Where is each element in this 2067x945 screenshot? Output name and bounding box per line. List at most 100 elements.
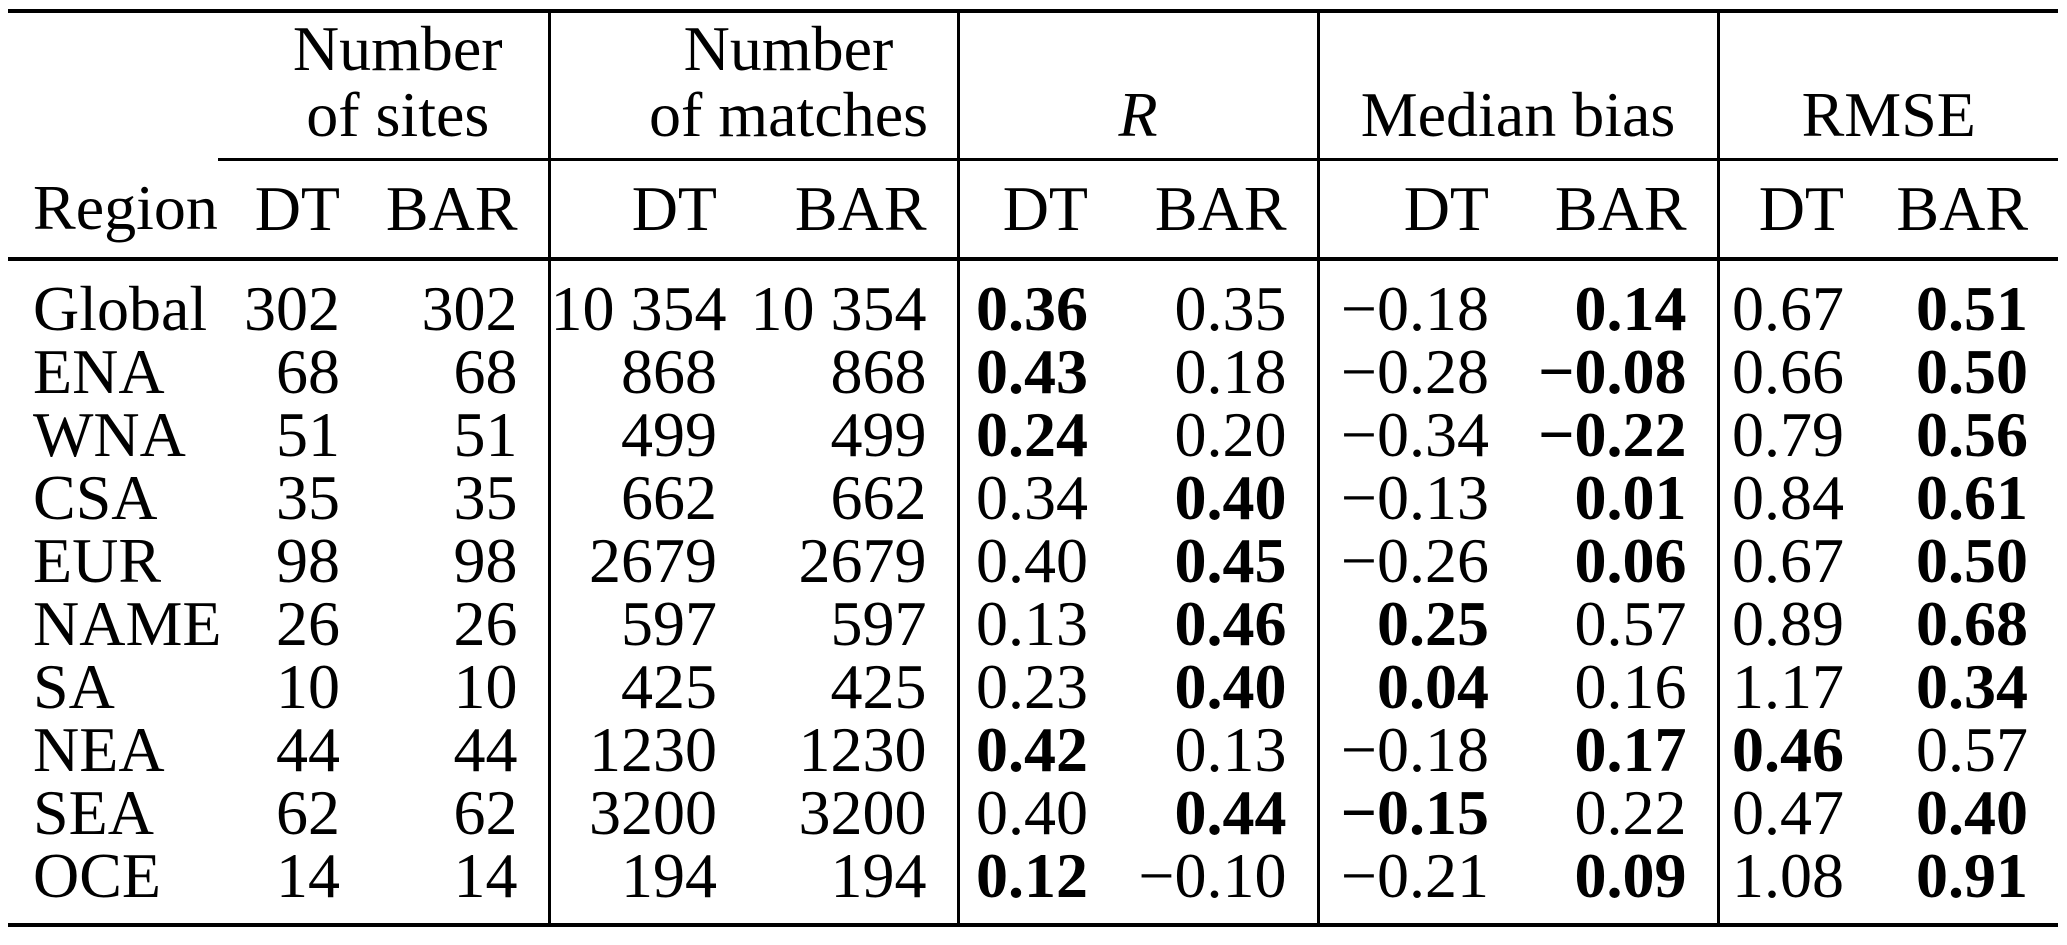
cell-bias-dt: −0.18 [1316, 259, 1519, 341]
table-row-sa: SA 10 10 425 425 0.23 0.40 0.04 0.16 1.17 0.34 [8, 651, 2058, 722]
cell-sites-dt: 62 [276, 777, 340, 848]
col-group-number-of-matches: Number of matches [547, 11, 958, 161]
cell-matches-dt: 597 [547, 592, 747, 656]
col-header-sites-dt: DT [218, 159, 370, 261]
cell-sites-bar: 44 [453, 714, 518, 785]
cell-sites-dt: 35 [276, 462, 340, 533]
cell-region: SA [33, 651, 115, 722]
col-header-bias-dt: DT [1316, 159, 1519, 261]
cell-matches-bar: 10 354 [750, 273, 927, 344]
cell-matches-dt: 425 [547, 655, 747, 719]
table-row-nea: NEA 44 44 1230 1230 0.42 0.13 −0.18 0.17 0.46 0.57 [8, 714, 2058, 785]
col-header-matches-dt: DT [547, 159, 747, 261]
cell-bias-dt: 0.25 [1316, 592, 1519, 656]
cell-matches-dt: 868 [547, 340, 747, 404]
cell-sites-bar: 51 [453, 399, 518, 470]
col-header-sites-bar: BAR [370, 159, 549, 261]
cell-r-dt: 0.12 [956, 844, 1118, 925]
col-group-label: Number [683, 12, 894, 84]
cell-bias-bar: −0.08 [1538, 336, 1687, 407]
cell-region: NEA [33, 714, 165, 785]
cell-sites-bar: 35 [453, 462, 518, 533]
cell-sites-dt: 14 [276, 840, 340, 911]
cell-region: OCE [33, 840, 161, 911]
cell-bias-bar: 0.22 [1574, 777, 1687, 848]
cell-sites-dt: 26 [276, 588, 340, 659]
cell-bias-bar: 0.57 [1574, 588, 1687, 659]
col-group-label: Median bias [1360, 78, 1676, 150]
col-group-label: R [1118, 78, 1158, 150]
cell-r-dt: 0.34 [956, 466, 1118, 530]
col-header-r-bar: BAR [1118, 159, 1318, 261]
col-header-matches-bar: BAR [747, 159, 958, 261]
cell-rmse-bar: 0.40 [1916, 777, 2028, 848]
cell-matches-bar: 499 [830, 399, 927, 470]
col-group-label: Number [292, 12, 503, 84]
col-group-rmse: RMSE [1716, 11, 2058, 161]
cell-rmse-bar: 0.50 [1916, 525, 2028, 596]
cell-region: Global [33, 273, 208, 344]
cell-r-bar: 0.46 [1174, 588, 1287, 659]
regional-statistics-table: Number of sites Number of matches R Medi… [8, 9, 2058, 927]
col-group-empty [8, 11, 218, 159]
cell-rmse-dt: 0.67 [1716, 529, 1874, 593]
col-header-r-dt: DT [956, 159, 1118, 261]
table-body: Global 302 302 10 354 10 354 0.36 0.35 −0.18 0.1… [8, 259, 2058, 925]
cell-bias-bar: 0.09 [1574, 840, 1687, 911]
cell-matches-dt: 1230 [547, 718, 747, 782]
cell-matches-bar: 662 [830, 462, 927, 533]
cell-r-bar: 0.44 [1174, 777, 1287, 848]
cell-sites-dt: 302 [244, 273, 340, 344]
cell-region: ENA [33, 336, 165, 407]
cell-region: NAME [33, 588, 222, 659]
cell-r-bar: 0.18 [1174, 336, 1287, 407]
col-header-rmse-bar: BAR [1874, 159, 2058, 261]
cell-region: CSA [33, 462, 158, 533]
cell-bias-bar: 0.17 [1574, 714, 1687, 785]
table-row-eur: EUR 98 98 2679 2679 0.40 0.45 −0.26 0.06 0.67 0.50 [8, 525, 2058, 596]
cell-bias-bar: 0.01 [1574, 462, 1687, 533]
cell-r-dt: 0.42 [956, 718, 1118, 782]
col-group-median-bias: Median bias [1316, 11, 1718, 161]
cell-rmse-dt: 0.89 [1716, 592, 1874, 656]
cell-r-bar: 0.35 [1174, 273, 1287, 344]
cell-bias-dt: 0.04 [1316, 655, 1519, 719]
cell-bias-bar: −0.22 [1538, 399, 1687, 470]
table-row-sea: SEA 62 62 3200 3200 0.40 0.44 −0.15 0.22 0.47 0.40 [8, 777, 2058, 848]
cell-r-dt: 0.40 [956, 781, 1118, 845]
cell-matches-bar: 597 [830, 588, 927, 659]
cell-r-bar: 0.40 [1174, 462, 1287, 533]
table-row-oce: OCE 14 14 194 194 0.12 −0.10 −0.21 0.09 1.08 0.91 [8, 844, 2058, 925]
cell-rmse-dt: 0.67 [1716, 259, 1874, 341]
col-header-rmse-dt: DT [1716, 159, 1874, 261]
cell-rmse-dt: 1.17 [1716, 655, 1874, 719]
cell-sites-dt: 44 [276, 714, 340, 785]
cell-rmse-bar: 0.56 [1916, 399, 2028, 470]
cell-matches-bar: 194 [830, 840, 927, 911]
cell-sites-bar: 10 [453, 651, 518, 722]
cell-bias-bar: 0.14 [1574, 273, 1687, 344]
cell-matches-dt: 10 354 [547, 259, 747, 341]
cell-rmse-dt: 0.47 [1716, 781, 1874, 845]
cell-matches-dt: 194 [547, 844, 747, 925]
cell-rmse-dt: 0.84 [1716, 466, 1874, 530]
cell-sites-bar: 68 [453, 336, 518, 407]
cell-matches-bar: 3200 [798, 777, 927, 848]
table-row-global: Global 302 302 10 354 10 354 0.36 0.35 −0.18 0.1… [8, 259, 2058, 344]
cell-matches-bar: 1230 [798, 714, 927, 785]
cell-rmse-dt: 0.46 [1716, 718, 1874, 782]
cell-matches-bar: 425 [830, 651, 927, 722]
cell-r-bar: 0.13 [1174, 714, 1287, 785]
cell-sites-bar: 98 [453, 525, 518, 596]
cell-rmse-dt: 0.79 [1716, 403, 1874, 467]
col-group-label: of matches [649, 78, 928, 150]
cell-matches-bar: 868 [830, 336, 927, 407]
col-group-number-of-sites: Number of sites [218, 11, 549, 161]
cell-rmse-bar: 0.51 [1916, 273, 2028, 344]
table-row-ena: ENA 68 68 868 868 0.43 0.18 −0.28 −0.08 0.66 0.50 [8, 336, 2058, 407]
cell-r-dt: 0.43 [956, 340, 1118, 404]
cell-matches-dt: 662 [547, 466, 747, 530]
cell-rmse-bar: 0.68 [1916, 588, 2028, 659]
table-row-name: NAME 26 26 597 597 0.13 0.46 0.25 0.57 0.89 0.68 [8, 588, 2058, 659]
